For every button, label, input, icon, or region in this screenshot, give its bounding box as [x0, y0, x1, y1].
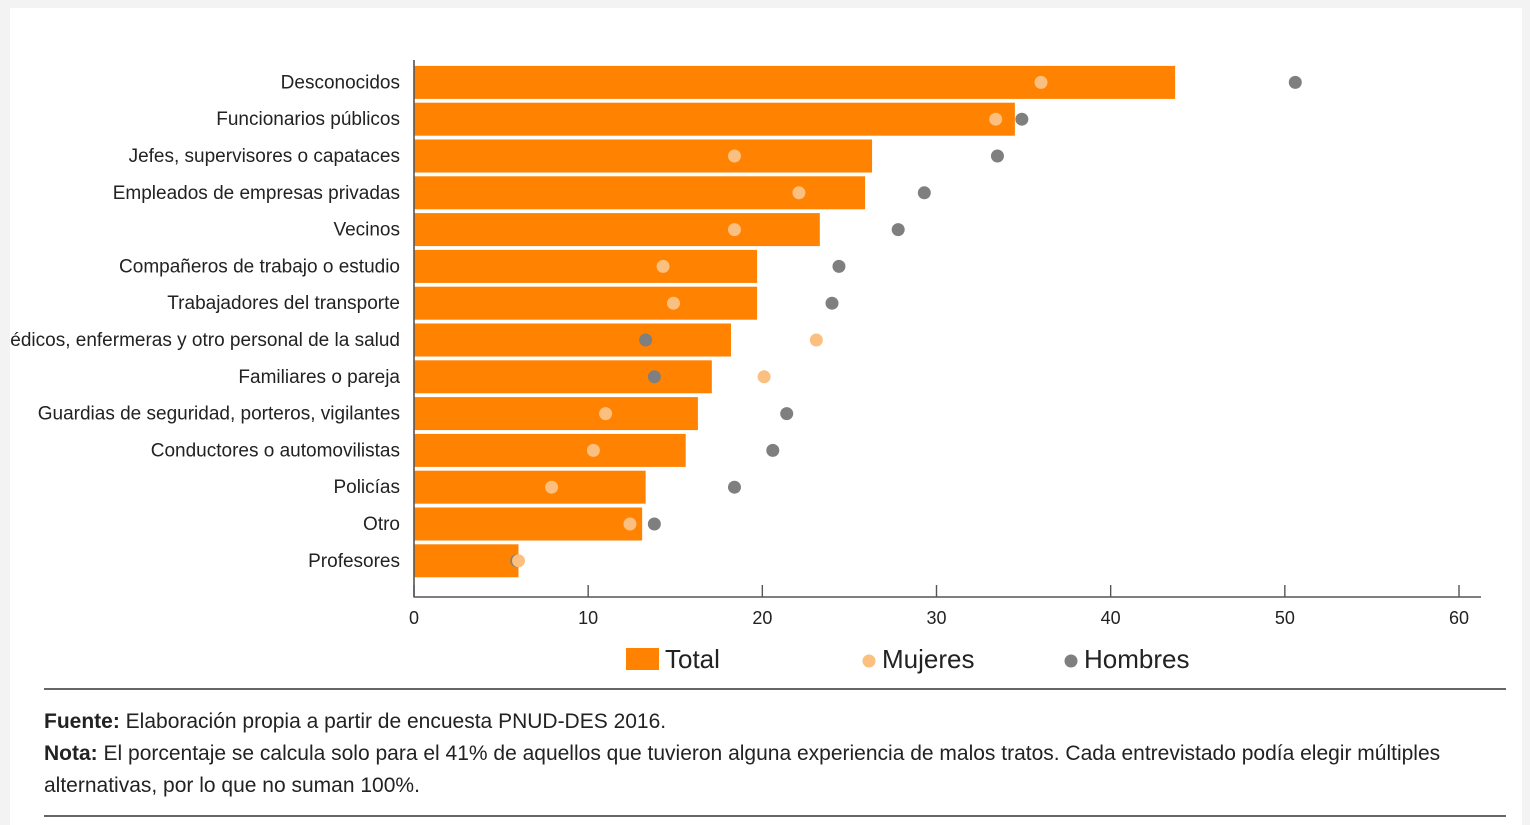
dot-mujeres-otro [623, 517, 637, 531]
bar-total-jefes-supervisores-o-capataces [414, 139, 873, 173]
dot-hombres-guardias-de-seguridad-porteros-vigilantes [780, 407, 794, 421]
dot-hombres-policias [727, 480, 741, 494]
chart-figure: Desconocidos Funcionarios públicos Jefes, … [10, 8, 1522, 825]
legend-swatch-total [626, 648, 659, 670]
category-labels: Desconocidos Funcionarios públicos Jefes, … [10, 72, 400, 571]
dot-hombres-familiares-o-pareja [647, 370, 661, 384]
category-label-funcionarios-publicos: Funcionarios públicos [216, 109, 400, 130]
dot-mujeres-profesores [512, 554, 525, 568]
x-tick-label-50: 50 [1275, 608, 1295, 628]
bar-total-otro [414, 507, 643, 541]
x-tick-label-60: 60 [1449, 608, 1469, 628]
bottom-rule [44, 815, 1506, 817]
bar-total-desconocidos [414, 65, 1176, 99]
source-text: Elaboración propia a partir de encuesta … [119, 710, 667, 733]
x-tick-label-20: 20 [752, 608, 772, 628]
dot-mujeres-desconocidos [1034, 75, 1048, 89]
dot-mujeres-funcionarios-publicos [989, 112, 1003, 126]
x-tick-label-40: 40 [1101, 608, 1121, 628]
x-tick-label-0: 0 [409, 608, 419, 628]
category-label-vecinos: Vecinos [333, 220, 400, 241]
source-label: Fuente: [44, 710, 120, 733]
category-label-familiares-o-pareja: Familiares o pareja [238, 367, 400, 388]
chart-notes: Fuente: Elaboración propia a partir de e… [44, 706, 1504, 802]
dot-hombres-funcionarios-publicos [1015, 112, 1029, 126]
dot-hombres-jefes-supervisores-o-capataces [990, 149, 1004, 163]
category-label-profesores: Profesores [308, 551, 400, 572]
legend-swatch-hombres [1064, 654, 1078, 668]
bar-dot-chart: Desconocidos Funcionarios públicos Jefes, … [10, 60, 1481, 674]
bars-group [414, 65, 1176, 578]
category-label-medicos-enfermeras-y-otro-personal-de-la-salud: Médicos, enfermeras y otro personal de l… [10, 330, 400, 351]
bar-total-empleados-de-empresas-privadas [414, 176, 866, 210]
dot-mujeres-vecinos [727, 223, 741, 237]
dot-hombres-medicos-enfermeras-y-otro-personal-de-la-salud [639, 333, 653, 347]
dot-mujeres-trabajadores-del-transporte [667, 296, 681, 310]
dot-hombres-trabajadores-del-transporte [825, 296, 839, 310]
note-label: Nota: [44, 742, 98, 765]
x-tick-label-10: 10 [578, 608, 598, 628]
legend-label-mujeres: Mujeres [882, 644, 974, 674]
bar-total-familiares-o-pareja [414, 360, 712, 394]
bar-total-vecinos [414, 213, 820, 247]
source-note: Fuente: Elaboración propia a partir de e… [44, 706, 1504, 738]
dot-hombres-otro [647, 517, 661, 531]
legend-label-total: Total [665, 644, 720, 674]
category-label-policias: Policías [333, 477, 400, 498]
bar-total-companeros-de-trabajo-o-estudio [414, 249, 758, 283]
top-rule [44, 688, 1506, 690]
dot-hombres-empleados-de-empresas-privadas [917, 186, 931, 200]
bar-total-medicos-enfermeras-y-otro-personal-de-la-salud [414, 323, 731, 357]
category-label-empleados-de-empresas-privadas: Empleados de empresas privadas [113, 183, 400, 204]
x-tick-label-30: 30 [926, 608, 946, 628]
category-label-jefes-supervisores-o-capataces: Jefes, supervisores o capataces [129, 146, 400, 167]
dot-mujeres-medicos-enfermeras-y-otro-personal-de-la-salud [809, 333, 823, 347]
category-label-conductores-o-automovilistas: Conductores o automovilistas [151, 440, 400, 461]
dot-hombres-conductores-o-automovilistas [766, 443, 780, 457]
bar-total-funcionarios-publicos [414, 102, 1015, 136]
category-label-companeros-de-trabajo-o-estudio: Compañeros de trabajo o estudio [119, 256, 400, 277]
bar-total-profesores [414, 544, 519, 578]
bar-total-policias [414, 470, 646, 504]
category-label-desconocidos: Desconocidos [281, 72, 400, 93]
legend-label-hombres: Hombres [1084, 644, 1189, 674]
dot-hombres-companeros-de-trabajo-o-estudio [832, 259, 846, 273]
dot-mujeres-companeros-de-trabajo-o-estudio [656, 259, 670, 273]
dot-mujeres-familiares-o-pareja [757, 370, 771, 384]
dot-hombres-desconocidos [1288, 75, 1302, 89]
note-text: El porcentaje se calcula solo para el 41… [44, 742, 1441, 797]
dot-mujeres-empleados-de-empresas-privadas [792, 186, 806, 200]
dot-mujeres-conductores-o-automovilistas [586, 443, 600, 457]
legend-swatch-mujeres [862, 654, 876, 668]
category-label-guardias-de-seguridad-porteros-vigilantes: Guardias de seguridad, porteros, vigilan… [38, 404, 400, 425]
dot-mujeres-policias [545, 480, 559, 494]
dots-group [510, 75, 1302, 568]
legend: Total Mujeres Hombres [626, 644, 1189, 674]
category-label-otro: Otro [363, 514, 400, 535]
bar-total-guardias-de-seguridad-porteros-vigilantes [414, 397, 698, 431]
category-label-trabajadores-del-transporte: Trabajadores del transporte [167, 293, 400, 314]
dot-mujeres-jefes-supervisores-o-capataces [727, 149, 741, 163]
method-note: Nota: El porcentaje se calcula solo para… [44, 738, 1504, 802]
dot-mujeres-guardias-de-seguridad-porteros-vigilantes [599, 407, 613, 421]
bar-total-trabajadores-del-transporte [414, 286, 758, 320]
dot-hombres-vecinos [891, 223, 905, 237]
bar-total-conductores-o-automovilistas [414, 433, 686, 467]
